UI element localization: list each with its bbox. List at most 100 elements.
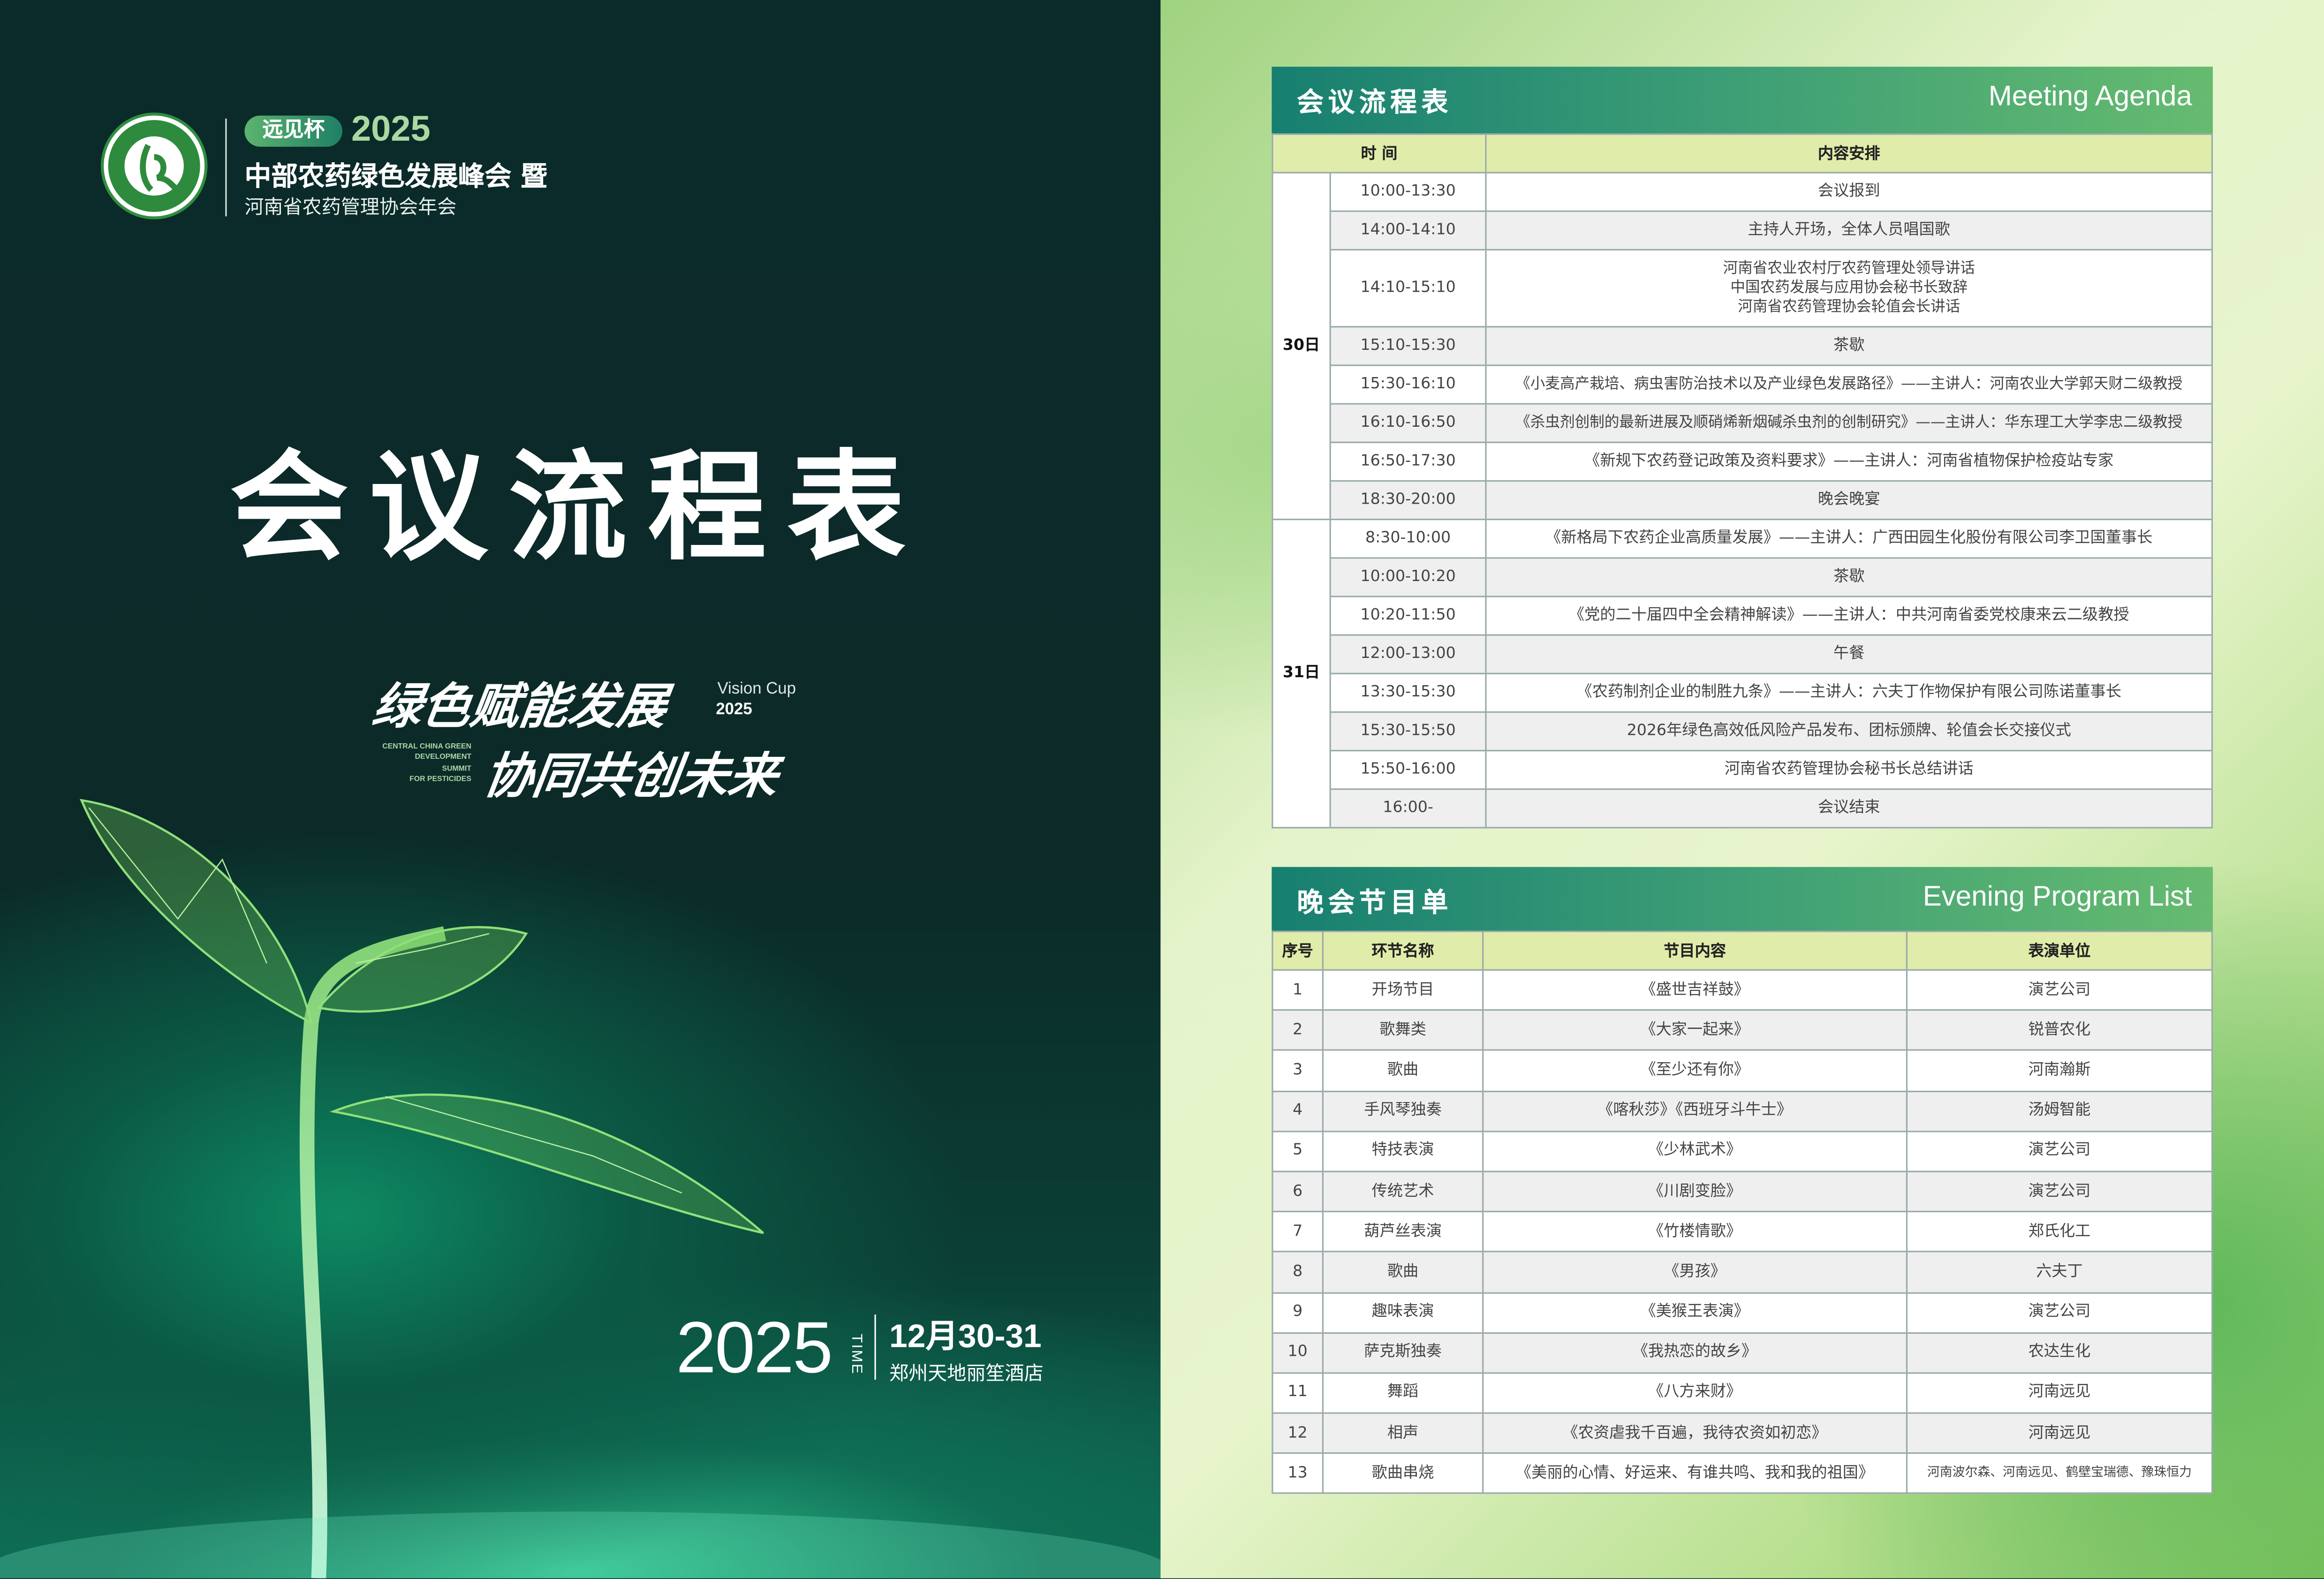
content-cell: 《我热恋的故乡》 <box>1482 1331 1908 1374</box>
column-header: 内容安排 <box>1485 133 2213 174</box>
agenda-row: 10:00-10:20 茶歇 <box>1272 557 2213 597</box>
number-cell: 9 <box>1272 1292 1324 1334</box>
time-cell: 15:30-16:10 <box>1329 364 1487 405</box>
time-cell: 16:50-17:30 <box>1329 441 1487 482</box>
english-line: FOR PESTICIDES <box>409 775 471 784</box>
agenda-header: 会议流程表 Meeting Agenda <box>1272 67 2213 134</box>
header-divider <box>225 118 227 217</box>
performer-cell: 河南波尔森、河南远见、鹤壁宝瑞德、豫珠恒力 <box>1906 1452 2213 1495</box>
program-row: 1 开场节目 《盛世吉祥鼓》 演艺公司 <box>1272 969 2213 1011</box>
program-row: 2 歌舞类 《大家一起来》 锐普农化 <box>1272 1009 2213 1051</box>
program-row: 8 歌曲 《男孩》 六夫丁 <box>1272 1251 2213 1293</box>
content-cell: 《杀虫剂创制的最新进展及顺硝烯新烟碱杀虫剂的创制研究》——主讲人：华东理工大学李… <box>1485 403 2213 443</box>
performer-cell: 演艺公司 <box>1906 1292 2213 1334</box>
program-row: 6 传统艺术 《川剧变脸》 演艺公司 <box>1272 1171 2213 1213</box>
content-cell: 《川剧变脸》 <box>1482 1171 1908 1213</box>
time-cell: 10:20-11:50 <box>1329 596 1487 636</box>
time-cell: 10:00-10:20 <box>1329 557 1487 597</box>
number-cell: 12 <box>1272 1412 1324 1454</box>
content-cell: 2026年绿色高效低风险产品发布、团标颁牌、轮值会长交接仪式 <box>1485 711 2213 752</box>
content-cell: 午餐 <box>1485 634 2213 674</box>
content-cell: 《新规下农药登记政策及资料要求》——主讲人：河南省植物保护检疫站专家 <box>1485 441 2213 482</box>
number-cell: 7 <box>1272 1211 1324 1253</box>
content-cell: 《盛世吉祥鼓》 <box>1482 969 1908 1011</box>
agenda-row: 10:20-11:50 《党的二十届四中全会精神解读》——主讲人：中共河南省委党校… <box>1272 596 2213 636</box>
agenda-row: 14:10-15:10 河南省农业农村厅农药管理处领导讲话 中国农药发展与应用协会… <box>1272 249 2213 328</box>
content-cell: 《农资虐我千百遍，我待农资如初恋》 <box>1482 1412 1908 1454</box>
program-row: 9 趣味表演 《美猴王表演》 演艺公司 <box>1272 1292 2213 1334</box>
content-cell: 河南省农药管理协会秘书长总结讲话 <box>1485 750 2213 790</box>
english-line: CENTRAL CHINA GREEN <box>382 742 471 752</box>
content-cell: 会议报到 <box>1485 172 2213 212</box>
content-cell: 河南省农业农村厅农药管理处领导讲话 中国农药发展与应用协会秘书长致辞 河南省农药… <box>1485 249 2213 328</box>
content-cell: 《竹楼情歌》 <box>1482 1211 1908 1253</box>
program-header-row: 序号 环节名称 节目内容 表演单位 <box>1272 930 2213 971</box>
time-cell: 14:10-15:10 <box>1329 249 1487 328</box>
time-cell: 16:00- <box>1329 788 1487 829</box>
number-cell: 6 <box>1272 1171 1324 1213</box>
performer-cell: 河南瀚斯 <box>1906 1050 2213 1092</box>
time-cell: 10:00-13:30 <box>1329 172 1487 212</box>
segment-cell: 歌曲 <box>1322 1251 1484 1293</box>
program-row: 11 舞蹈 《八方来财》 河南远见 <box>1272 1372 2213 1414</box>
event-subtitle: 河南省农药管理协会年会 <box>244 197 457 219</box>
number-cell: 4 <box>1272 1090 1324 1132</box>
time-cell: 15:10-15:30 <box>1329 326 1487 366</box>
english-line: DEVELOPMENT <box>415 753 471 763</box>
content-cell: 《小麦高产栽培、病虫害防治技术以及产业绿色发展路径》——主讲人：河南农业大学郭天… <box>1485 364 2213 405</box>
time-cell: 18:30-20:00 <box>1329 480 1487 521</box>
program-row: 5 特技表演 《少林武术》 演艺公司 <box>1272 1130 2213 1172</box>
vision-cup-badge: 远见杯 <box>244 115 342 147</box>
agenda-row: 30日 10:00-13:30 会议报到 <box>1272 172 2213 521</box>
performer-cell: 演艺公司 <box>1906 969 2213 1011</box>
performer-cell: 锐普农化 <box>1906 1009 2213 1051</box>
content-cell: 茶歇 <box>1485 557 2213 597</box>
column-header: 节目内容 <box>1482 930 1908 971</box>
time-cell: 16:10-16:50 <box>1329 403 1487 443</box>
summit-english-name: CENTRAL CHINA GREEN DEVELOPMENT SUMMIT F… <box>341 742 471 786</box>
event-year: 2025 <box>351 109 431 150</box>
segment-cell: 萨克斯独奏 <box>1322 1331 1484 1374</box>
performer-cell: 演艺公司 <box>1906 1171 2213 1213</box>
bottom-year: 2025 <box>676 1308 833 1389</box>
slogan-line-1: 绿色赋能发展 <box>369 677 671 735</box>
program-row: 13 歌曲串烧 《美丽的心情、好运来、有谁共鸣、我和我的祖国》 河南波尔森、河南远见、… <box>1272 1452 2213 1495</box>
agenda-header-row: 时 间 内容安排 <box>1272 133 2213 174</box>
program-row: 12 相声 《农资虐我千百遍，我待农资如初恋》 河南远见 <box>1272 1412 2213 1454</box>
performer-cell: 农达生化 <box>1906 1331 2213 1374</box>
agenda-title: 会议流程表 <box>1297 87 1453 119</box>
segment-cell: 传统艺术 <box>1322 1171 1484 1213</box>
column-header: 时 间 <box>1272 133 1487 174</box>
event-title: 中部农药绿色发展峰会 暨 <box>244 161 547 193</box>
content-cell: 《美丽的心情、好运来、有谁共鸣、我和我的祖国》 <box>1482 1452 1908 1495</box>
segment-cell: 歌曲串烧 <box>1322 1452 1484 1495</box>
content-cell: 主持人开场，全体人员唱国歌 <box>1485 210 2213 251</box>
content-cell: 茶歇 <box>1485 326 2213 366</box>
agenda-row: 16:50-17:30 《新规下农药登记政策及资料要求》——主讲人：河南省植物保护… <box>1272 441 2213 482</box>
column-header: 序号 <box>1272 930 1324 971</box>
time-cell: 14:00-14:10 <box>1329 210 1487 251</box>
content-cell: 《党的二十届四中全会精神解读》——主讲人：中共河南省委党校康来云二级教授 <box>1485 596 2213 636</box>
number-cell: 5 <box>1272 1130 1324 1172</box>
content-cell: 《男孩》 <box>1482 1251 1908 1293</box>
number-cell: 11 <box>1272 1372 1324 1414</box>
agenda-row: 15:30-15:50 2026年绿色高效低风险产品发布、团标颁牌、轮值会长交接仪… <box>1272 711 2213 752</box>
segment-cell: 歌舞类 <box>1322 1009 1484 1051</box>
number-cell: 13 <box>1272 1452 1324 1495</box>
agenda-panel: 会议流程表 Meeting Agenda 时 间 内容安排 30日 10:00-1… <box>1272 67 2213 829</box>
agenda-row: 14:00-14:10 主持人开场，全体人员唱国歌 <box>1272 210 2213 251</box>
content-cell: 《新格局下农药企业高质量发展》——主讲人：广西田园生化股份有限公司李卫国董事长 <box>1485 519 2213 559</box>
content-cell: 晚会晚宴 <box>1485 480 2213 521</box>
vision-cup-year: 2025 <box>716 701 752 719</box>
program-row: 3 歌曲 《至少还有你》 河南瀚斯 <box>1272 1050 2213 1092</box>
agenda-row: 12:00-13:00 午餐 <box>1272 634 2213 674</box>
content-cell: 《少林武术》 <box>1482 1130 1908 1172</box>
schedule-page: 会议流程表 Meeting Agenda 时 间 内容安排 30日 10:00-1… <box>1160 0 2324 1579</box>
segment-cell: 舞蹈 <box>1322 1372 1484 1414</box>
performer-cell: 演艺公司 <box>1906 1130 2213 1172</box>
agenda-row: 18:30-20:00 晚会晚宴 <box>1272 480 2213 521</box>
number-cell: 8 <box>1272 1251 1324 1293</box>
cover-page: 远见杯 2025 中部农药绿色发展峰会 暨 河南省农药管理协会年会 会议流程表 … <box>0 0 1161 1579</box>
time-cell: 15:50-16:00 <box>1329 750 1487 790</box>
